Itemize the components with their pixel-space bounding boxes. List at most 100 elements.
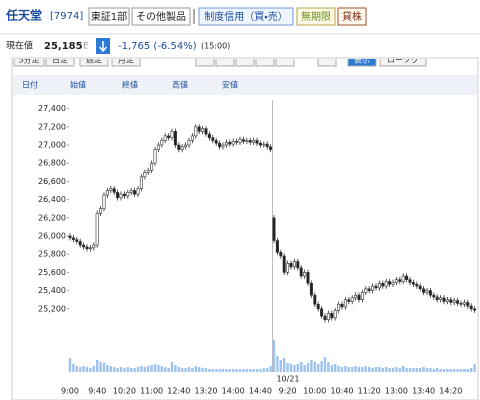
volume-bar (255, 369, 259, 372)
volume-bar (449, 369, 452, 372)
candle-body (163, 135, 167, 141)
volume-bar (102, 363, 106, 372)
tool-icon[interactable] (317, 50, 337, 67)
candle-body (435, 296, 439, 301)
candle-body (160, 140, 164, 146)
toolbar: 5分足 日足 週足 月足 表示 ローソク (13, 50, 427, 67)
volume-bar (194, 366, 197, 372)
volume-bar (351, 367, 354, 372)
tool-icon[interactable] (215, 50, 235, 67)
volume-bar (327, 362, 330, 372)
volume-bar (167, 368, 170, 372)
volume-bar (119, 367, 123, 372)
candle-body (347, 299, 351, 302)
candle-body (258, 142, 262, 146)
toolbar-button[interactable] (79, 50, 109, 67)
candle-body (459, 303, 463, 305)
volume-bar (96, 360, 99, 372)
toolbar-button[interactable] (379, 50, 427, 67)
toolbar-button[interactable] (111, 50, 141, 67)
candle-body (95, 212, 99, 246)
column-header: 終値 (122, 80, 138, 90)
candle-body (326, 313, 330, 321)
candle-body (197, 126, 201, 132)
tool-icon[interactable] (195, 50, 215, 67)
tool-icon[interactable] (255, 50, 275, 67)
volume-bar (113, 367, 116, 372)
volume-bar (320, 361, 323, 372)
candle-body (187, 140, 191, 146)
candle-body (394, 279, 398, 283)
candle-body (320, 308, 324, 317)
volume-bar (215, 369, 218, 372)
volume-bar (75, 366, 78, 372)
volume-bar (133, 368, 136, 372)
candle-body (275, 240, 279, 253)
candle-body (296, 261, 300, 269)
candle-body (231, 141, 235, 145)
volume-bar (204, 368, 208, 372)
volume-bar (283, 358, 286, 372)
volume-bar (123, 368, 126, 372)
volume-bar (398, 368, 401, 372)
candle-body (422, 288, 426, 293)
toolbar-button[interactable] (347, 50, 377, 67)
tag-box (198, 7, 294, 26)
volume-bar (402, 366, 405, 372)
candle-body (129, 190, 133, 193)
candle-body (204, 128, 208, 135)
volume-bar (466, 369, 469, 372)
volume-bar (415, 368, 418, 372)
quote-change: -1,765 (-6.54%) (118, 41, 197, 52)
candle-body (411, 282, 415, 285)
candle-body (428, 290, 432, 296)
y-tick-label: 26,000 (38, 232, 66, 241)
volume-bar (228, 369, 231, 372)
candle-body (381, 283, 385, 287)
candle-body (272, 217, 276, 241)
candle-body (221, 144, 225, 148)
candle-body (214, 140, 218, 144)
volume-bar (249, 369, 252, 372)
x-tick-label: 10:40 (330, 387, 353, 396)
candle-body (265, 143, 269, 148)
volume-bar (432, 369, 435, 372)
toolbar-button-label: 月足 (118, 56, 134, 65)
candle-body (109, 188, 113, 191)
volume-bar (218, 369, 221, 372)
tag: 貸株 (342, 10, 362, 23)
tool-icon[interactable] (235, 50, 255, 67)
candle-body (452, 300, 456, 303)
toolbar-button-label: 日足 (52, 56, 68, 65)
candle-body (238, 139, 242, 143)
volume-bar (381, 368, 384, 372)
candle-body (88, 247, 92, 250)
volume-bar (442, 369, 446, 372)
volume-bar (201, 368, 204, 372)
volume-bar (147, 366, 150, 372)
candle-body (116, 192, 120, 199)
volume-bar (68, 358, 72, 372)
volume-bar (89, 368, 92, 372)
candle-body (252, 140, 256, 143)
volume-bar (357, 367, 361, 372)
volume-bar (306, 363, 310, 372)
volume-bar (463, 369, 466, 372)
toolbar-button[interactable] (45, 50, 75, 67)
candle-body (309, 283, 313, 296)
column-header: 日付 (22, 80, 38, 90)
candle-body (388, 281, 392, 285)
tool-icon[interactable] (275, 50, 295, 67)
volume-bar (391, 368, 395, 372)
tag-box (88, 7, 130, 26)
candle-body (99, 208, 103, 214)
volume-bar (361, 367, 364, 372)
quote-price: 25,185 (44, 41, 83, 52)
volume-bar (289, 364, 293, 372)
volume-bar (470, 368, 473, 372)
y-tick-label: 26,600 (38, 177, 66, 186)
toolbar-button[interactable] (13, 50, 45, 67)
volume-bar (208, 369, 211, 372)
x-tick-label: 13:20 (194, 387, 217, 396)
volume-bar (286, 363, 289, 372)
